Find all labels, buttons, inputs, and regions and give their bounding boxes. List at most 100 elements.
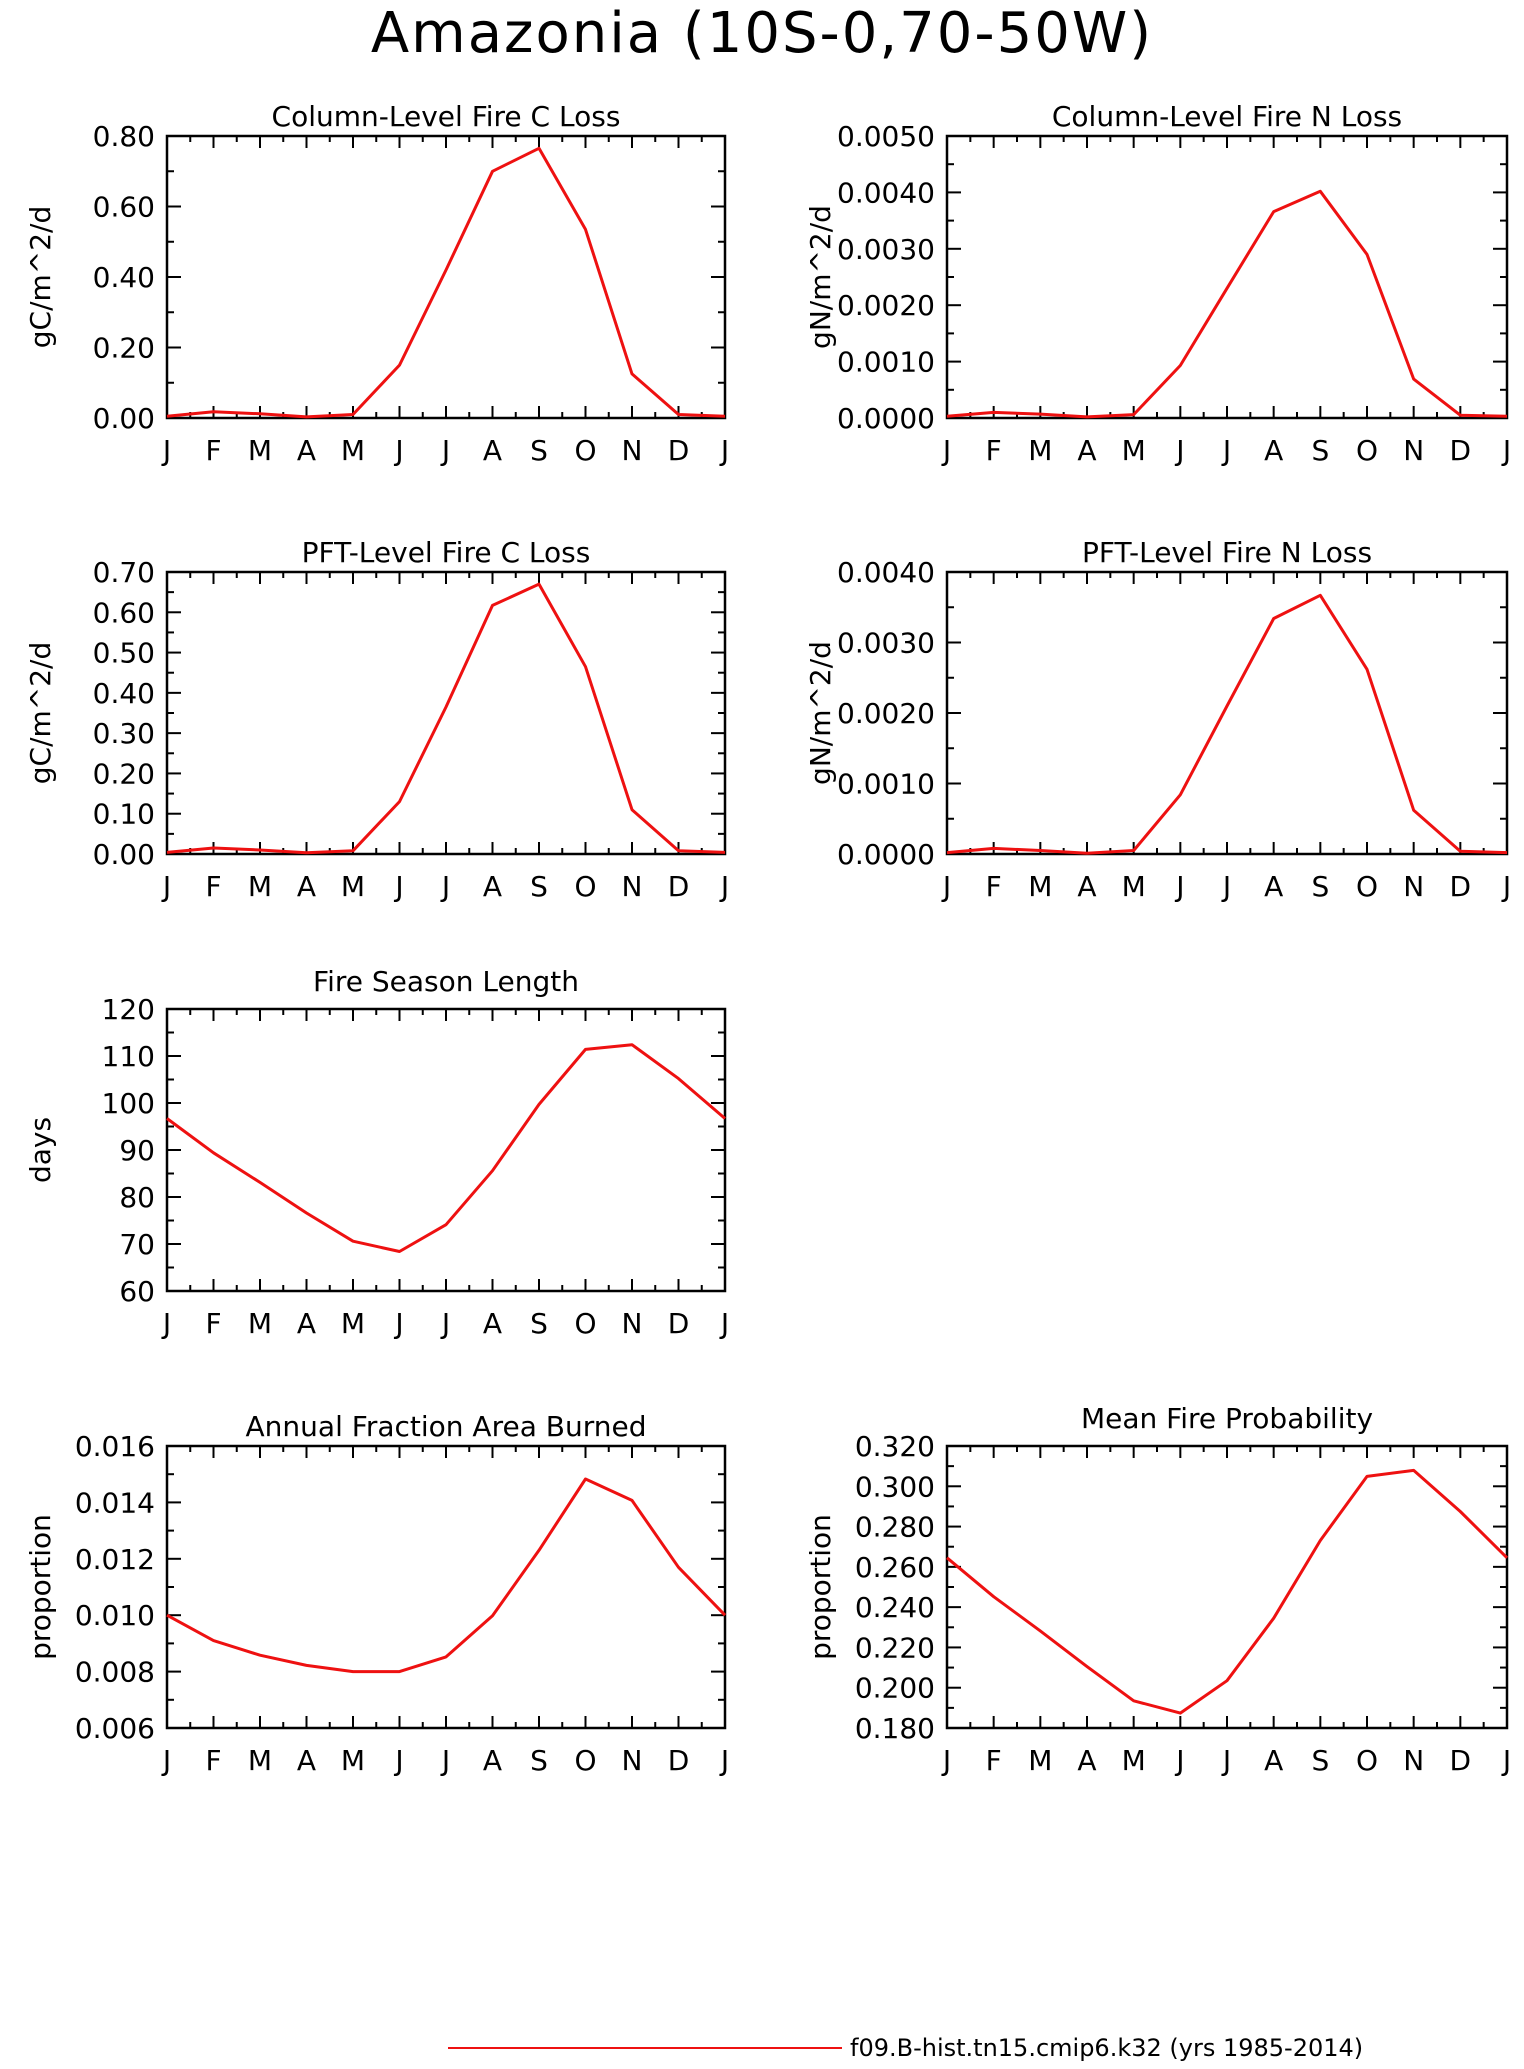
series-line [946, 593, 1508, 855]
x-tick-label: M [1028, 1744, 1052, 1777]
y-tick-label: 0.0000 [837, 838, 935, 871]
x-tick-label: J [941, 434, 951, 467]
y-tick-label: 110 [102, 1040, 155, 1073]
y-tick-label: 60 [119, 1275, 155, 1308]
y-tick-label: 90 [119, 1134, 155, 1167]
x-tick-label: S [530, 434, 548, 467]
y-axis-label: proportion [24, 1514, 57, 1660]
x-tick-label: J [1501, 434, 1511, 467]
y-tick-label: 0.00 [93, 838, 155, 871]
y-tick-label: 0.0020 [837, 289, 935, 322]
x-tick-label: A [297, 1307, 316, 1340]
chart-title: Annual Fraction Area Burned [246, 1410, 647, 1443]
x-tick-label: J [1221, 1744, 1231, 1777]
x-tick-label: D [668, 1744, 690, 1777]
legend: f09.B-hist.tn15.cmip6.k32 (yrs 1985-2014… [448, 2034, 1363, 2062]
x-tick-label: D [668, 1307, 690, 1340]
x-tick-label: S [530, 1744, 548, 1777]
x-tick-label: J [941, 870, 951, 903]
x-tick-label: J [393, 1307, 403, 1340]
x-tick-label: F [986, 870, 1002, 903]
x-tick-label: O [574, 1744, 596, 1777]
plot-frame [945, 1444, 1509, 1730]
y-tick-label: 0.30 [93, 717, 155, 750]
y-tick-label: 0.016 [75, 1430, 155, 1463]
x-tick-label: J [393, 870, 403, 903]
x-tick-label: J [440, 870, 450, 903]
x-tick-label: J [719, 434, 729, 467]
x-tick-label: A [1264, 1744, 1283, 1777]
x-tick-label: M [1122, 870, 1146, 903]
x-tick-label: N [1403, 870, 1424, 903]
y-tick-label: 70 [119, 1228, 155, 1261]
x-tick-label: S [530, 870, 548, 903]
chart-title: Column-Level Fire N Loss [1052, 100, 1402, 133]
y-tick-label: 0.260 [855, 1551, 935, 1584]
y-tick-label: 0.200 [855, 1672, 935, 1705]
plot-frame [945, 570, 1509, 856]
x-tick-label: J [1221, 870, 1231, 903]
x-tick-label: O [574, 870, 596, 903]
x-tick-label: N [1403, 1744, 1424, 1777]
x-tick-label: M [341, 1744, 365, 1777]
x-tick-label: N [622, 1307, 643, 1340]
x-tick-label: A [1264, 434, 1283, 467]
x-tick-label: O [1356, 870, 1378, 903]
x-tick-label: A [1264, 870, 1283, 903]
series-line [166, 1477, 727, 1674]
x-tick-label: S [1311, 870, 1329, 903]
x-tick-label: N [622, 434, 643, 467]
y-tick-label: 0.240 [855, 1591, 935, 1624]
x-tick-label: O [574, 1307, 596, 1340]
plot-frame [945, 134, 1509, 420]
y-tick-label: 0.70 [93, 556, 155, 589]
y-tick-label: 0.40 [93, 677, 155, 710]
x-tick-label: A [483, 434, 502, 467]
x-tick-label: S [1311, 434, 1329, 467]
x-tick-label: J [719, 1744, 729, 1777]
x-tick-label: M [248, 1307, 272, 1340]
y-tick-label: 0.320 [855, 1430, 935, 1463]
x-tick-label: M [248, 870, 272, 903]
x-tick-label: J [393, 1744, 403, 1777]
legend-label: f09.B-hist.tn15.cmip6.k32 (yrs 1985-2014… [850, 2034, 1363, 2062]
x-tick-label: M [1122, 1744, 1146, 1777]
y-tick-label: 0.50 [93, 637, 155, 670]
x-tick-label: A [297, 870, 316, 903]
y-tick-label: 0.220 [855, 1631, 935, 1664]
chart-title: PFT-Level Fire N Loss [1082, 536, 1372, 569]
x-tick-label: J [1174, 870, 1184, 903]
x-tick-label: S [1311, 1744, 1329, 1777]
x-tick-label: J [440, 1744, 450, 1777]
x-tick-label: M [248, 1744, 272, 1777]
x-tick-label: F [205, 1744, 221, 1777]
y-tick-label: 0.80 [93, 120, 155, 153]
y-tick-label: 0.180 [855, 1712, 935, 1745]
x-tick-label: N [622, 1744, 643, 1777]
y-axis-label: gN/m^2/d [804, 641, 837, 785]
y-axis-label: proportion [804, 1514, 837, 1660]
series-line [946, 1468, 1509, 1715]
x-tick-label: A [1077, 870, 1096, 903]
series-line [166, 582, 726, 855]
series-line [166, 1043, 726, 1253]
y-tick-label: 0.0040 [837, 556, 935, 589]
y-axis-label: gN/m^2/d [804, 205, 837, 349]
x-tick-label: J [1501, 1744, 1511, 1777]
y-tick-label: 100 [102, 1087, 155, 1120]
y-tick-label: 0.006 [75, 1712, 155, 1745]
y-tick-label: 0.300 [855, 1470, 935, 1503]
x-tick-label: O [1356, 1744, 1378, 1777]
y-tick-label: 0.20 [93, 757, 155, 790]
y-tick-label: 0.280 [855, 1511, 935, 1544]
y-tick-label: 0.0040 [837, 176, 935, 209]
chart-title: PFT-Level Fire C Loss [302, 536, 591, 569]
y-tick-label: 0.0010 [837, 768, 935, 801]
